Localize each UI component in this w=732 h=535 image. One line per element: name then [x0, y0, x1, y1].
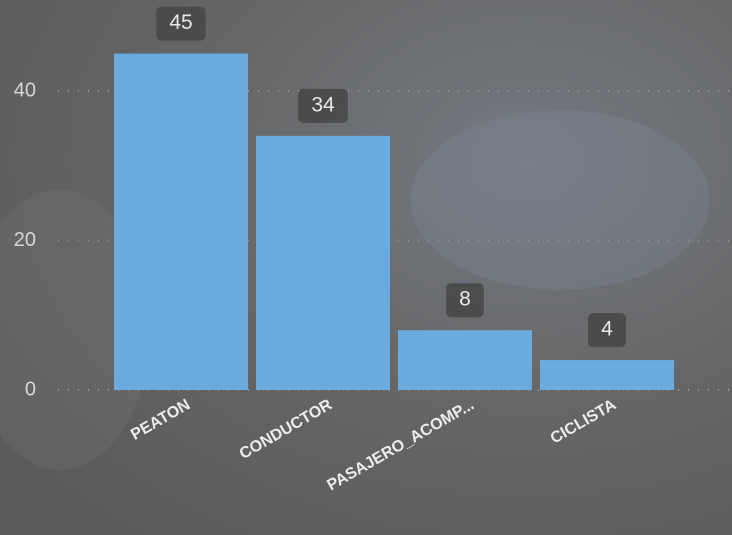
value-label: 34 — [311, 93, 335, 116]
bar — [114, 53, 248, 390]
value-label: 4 — [601, 318, 613, 341]
value-label: 45 — [169, 11, 192, 34]
y-tick-label: 0 — [25, 378, 36, 400]
value-label: 8 — [459, 288, 471, 311]
y-tick-label: 20 — [14, 229, 36, 251]
value-label-box — [156, 6, 206, 41]
value-label-box — [588, 313, 626, 348]
bar — [398, 330, 532, 390]
background-blur — [0, 190, 150, 470]
y-tick-label: 40 — [14, 79, 36, 101]
value-label-box — [446, 283, 484, 318]
value-label-box — [298, 88, 348, 123]
bar — [540, 360, 674, 390]
background-blur — [410, 110, 710, 290]
bar — [256, 135, 390, 390]
